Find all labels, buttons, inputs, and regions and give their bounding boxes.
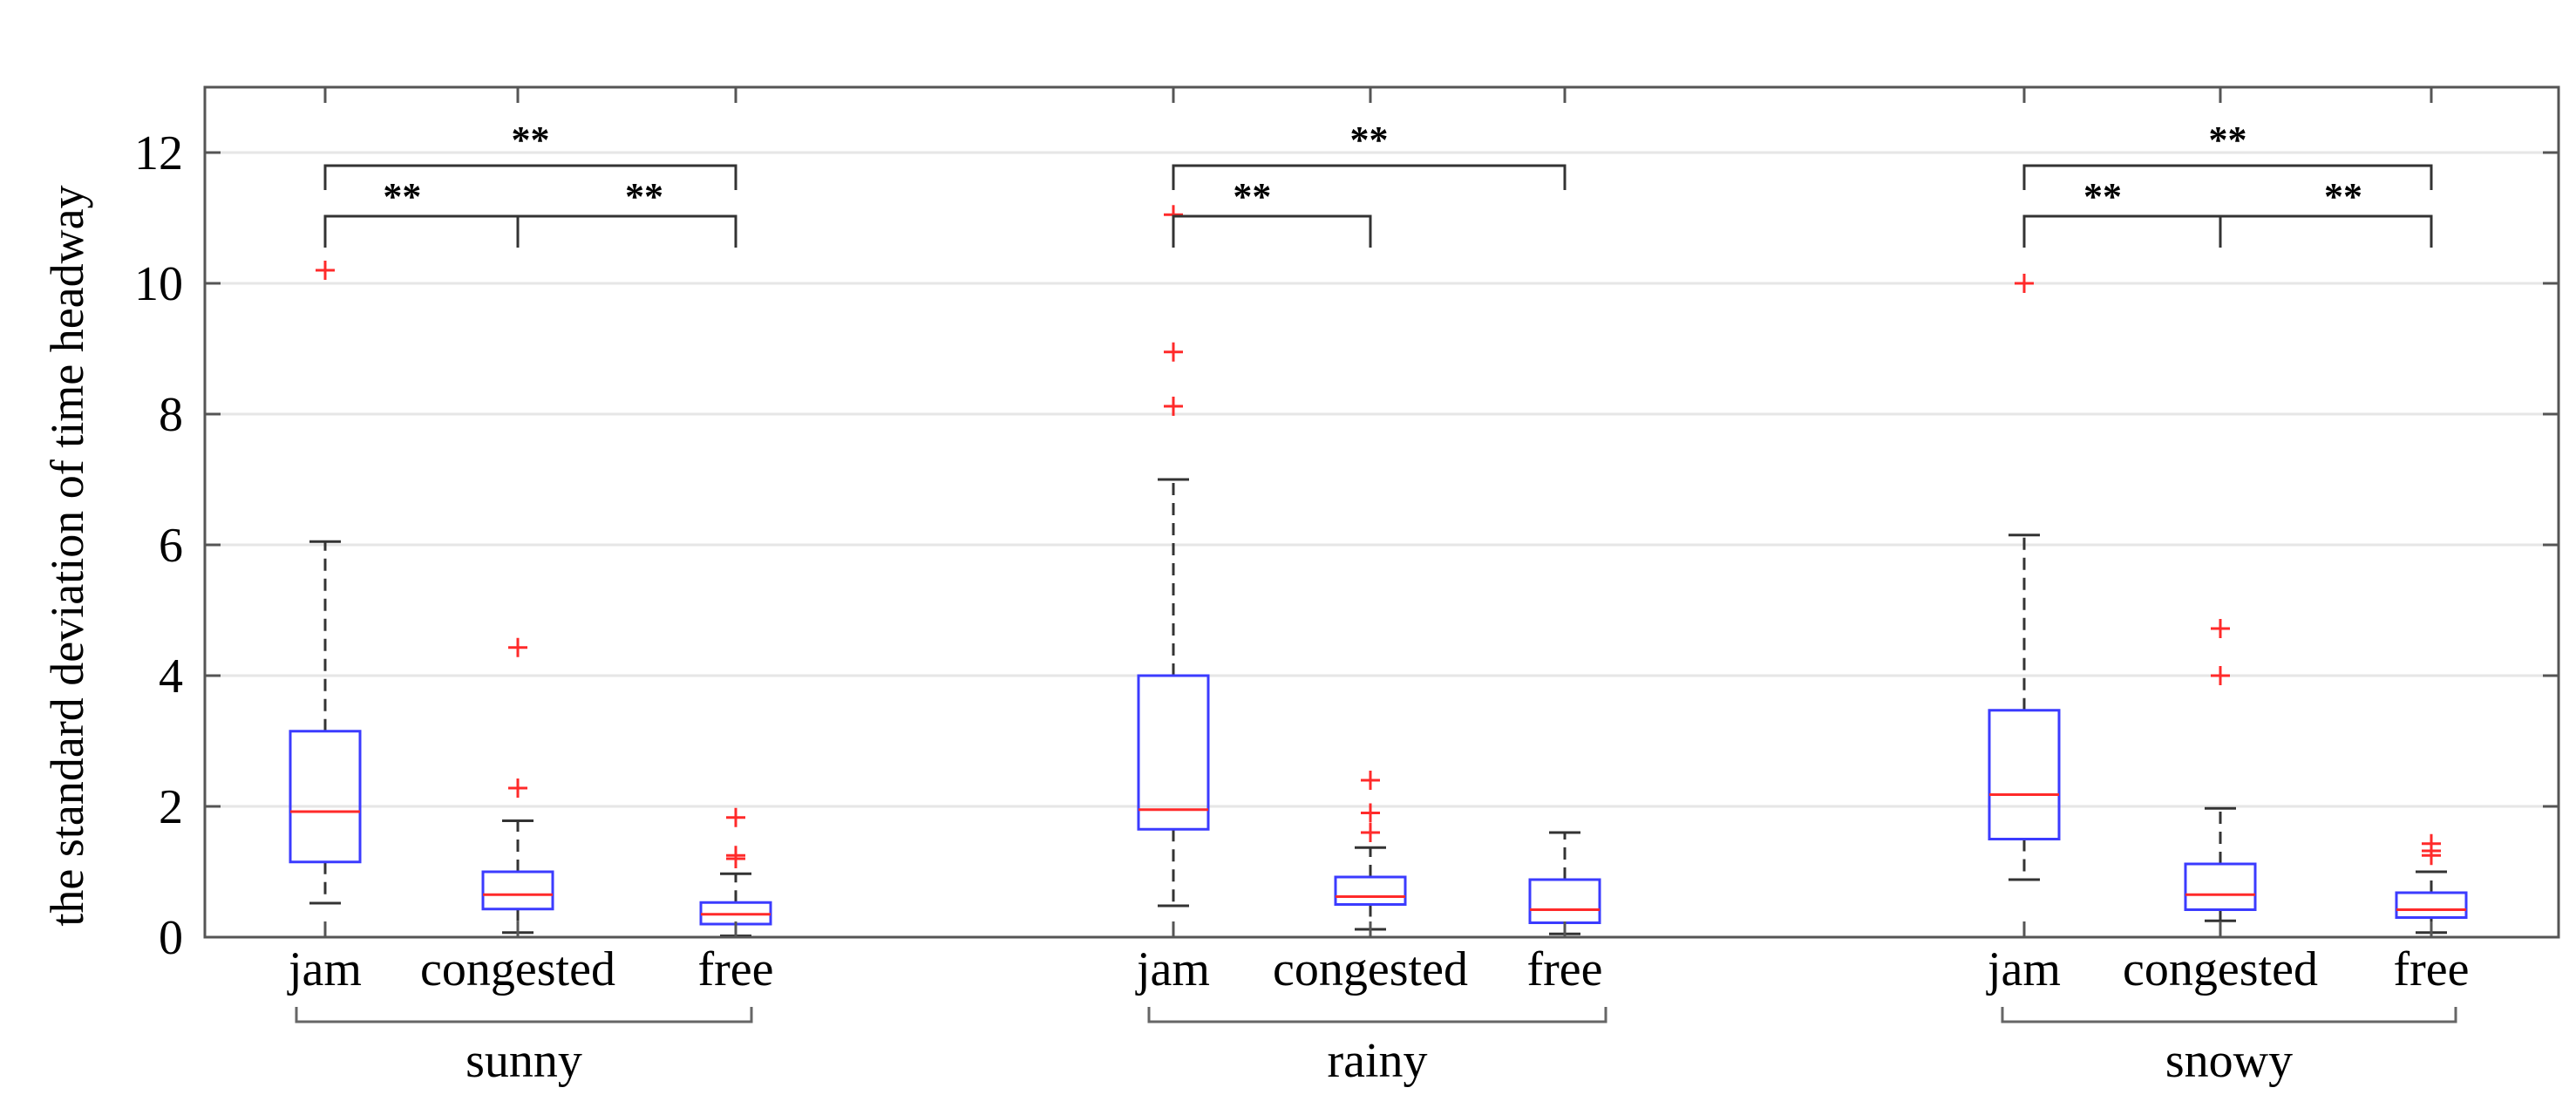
group-bracket: [2001, 1007, 2457, 1023]
box-iqr: [289, 730, 362, 864]
y-tick-label: 8: [159, 388, 183, 442]
outlier-point: [2422, 833, 2441, 853]
significance-label: **: [1350, 119, 1389, 161]
grid-lines: [205, 151, 2559, 808]
box-iqr: [1137, 674, 1210, 831]
box-iqr: [2184, 862, 2257, 911]
category-label: jam: [1135, 942, 1210, 996]
category-label: free: [1526, 942, 1602, 996]
significance-bracket: [323, 164, 737, 190]
y-tick-label: 6: [159, 519, 183, 573]
outlier-point: [2211, 619, 2230, 638]
box-iqr: [1528, 878, 1601, 924]
significance-bracket: [2022, 164, 2433, 190]
significance-label: **: [625, 175, 663, 218]
significance-label: **: [1233, 175, 1271, 218]
category-label: free: [2393, 942, 2469, 996]
box-iqr: [481, 870, 554, 911]
significance-bracket: [323, 214, 520, 248]
significance-label: **: [2083, 175, 2122, 218]
significance-bracket: [2219, 214, 2433, 248]
group-bracket: [1147, 1007, 1607, 1023]
category-label: jam: [1986, 942, 2061, 996]
group-label: snowy: [2165, 1034, 2293, 1088]
outlier-point: [726, 846, 745, 866]
significance-label: **: [2324, 175, 2362, 218]
category-label: congested: [1273, 942, 1468, 996]
outlier-point: [508, 637, 527, 657]
group-label: sunny: [466, 1034, 582, 1088]
box-iqr: [1334, 875, 1407, 906]
y-tick-label: 10: [134, 257, 183, 311]
y-tick-label: 4: [159, 649, 183, 704]
category-label: jam: [287, 942, 362, 996]
outlier-point: [726, 807, 745, 827]
plot-area: [289, 205, 2468, 937]
outlier-point: [1361, 823, 1380, 842]
significance-bracket: [1172, 214, 1372, 248]
significance-bracket: [516, 214, 737, 248]
axes: 0 2 4 6 8 10 12 jam congested free jam congested fre…: [134, 85, 2560, 996]
significance-label: **: [2209, 119, 2247, 161]
outlier-point: [1164, 342, 1183, 362]
y-tick-label: 0: [159, 911, 183, 965]
significance-bracket: [2022, 214, 2222, 248]
outlier-point: [508, 778, 527, 798]
group-brackets: sunny rainy snowy: [295, 1007, 2457, 1088]
box-iqr: [2395, 891, 2468, 919]
y-axis-title: the standard deviation of time headway: [41, 185, 93, 926]
outlier-point: [1164, 397, 1183, 416]
category-label: congested: [2123, 942, 2318, 996]
group-bracket: [295, 1007, 753, 1023]
group-label: rainy: [1327, 1034, 1427, 1088]
outlier-point: [2211, 666, 2230, 685]
category-label: free: [697, 942, 773, 996]
outlier-point: [316, 261, 335, 280]
outlier-point: [2015, 274, 2034, 293]
plot-frame: [203, 85, 2560, 939]
significance-bracket: [1172, 164, 1567, 190]
category-label: congested: [420, 942, 615, 996]
y-tick-label: 12: [134, 126, 183, 180]
significance-label: **: [512, 119, 550, 161]
outlier-point: [1361, 803, 1380, 823]
outlier-point: [1361, 771, 1380, 790]
significance-label: **: [383, 175, 421, 218]
box-iqr: [1988, 709, 2061, 840]
significance-brackets: ** ** ** ** ** ** ** **: [323, 119, 2433, 248]
y-tick-label: 2: [159, 780, 183, 834]
